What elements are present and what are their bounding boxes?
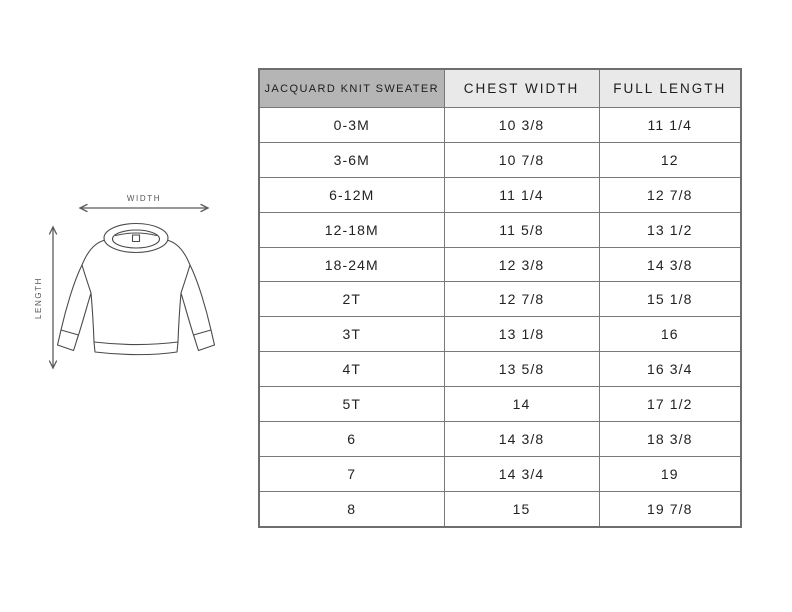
full-length-cell: 13 1/2	[598, 211, 742, 248]
size-cell: 7	[258, 455, 445, 492]
table-row: 6 14 3/8 18 3/8	[258, 421, 742, 457]
table-row: 5T 14 17 1/2	[258, 386, 742, 423]
chest-width-cell: 14 3/4	[443, 455, 600, 492]
size-table-body: 0-3M 10 3/8 11 1/4 3-6M 10 7/8 12 6-12M 11 1/4 1…	[258, 107, 742, 528]
size-cell: 3T	[258, 316, 445, 353]
full-length-cell: 12	[598, 141, 742, 178]
table-row: 2T 12 7/8 15 1/8	[258, 281, 742, 318]
chest-width-cell: 14 3/8	[443, 421, 600, 457]
size-table-container: JACQUARD KNIT SWEATER CHEST WIDTH FULL L…	[258, 68, 742, 528]
table-row: 3T 13 1/8 16	[258, 316, 742, 353]
size-cell: 3-6M	[258, 141, 445, 178]
full-length-cell: 19 7/8	[598, 490, 742, 528]
table-row: 7 14 3/4 19	[258, 455, 742, 492]
full-length-cell: 12 7/8	[598, 176, 742, 213]
chest-width-cell: 12 3/8	[443, 246, 600, 283]
chest-width-cell: 11 1/4	[443, 176, 600, 213]
table-header-chest-width: CHEST WIDTH	[443, 68, 600, 108]
length-label: LENGTH	[34, 277, 43, 319]
table-header-full-length: FULL LENGTH	[598, 68, 742, 108]
sweater-line-art-icon	[56, 222, 216, 356]
full-length-cell: 14 3/8	[598, 246, 742, 283]
size-cell: 8	[258, 490, 445, 528]
chest-width-cell: 13 5/8	[443, 351, 600, 388]
table-row: 12-18M 11 5/8 13 1/2	[258, 211, 742, 248]
chest-width-cell: 11 5/8	[443, 211, 600, 248]
size-table: JACQUARD KNIT SWEATER CHEST WIDTH FULL L…	[258, 68, 742, 528]
full-length-cell: 18 3/8	[598, 421, 742, 457]
width-label: WIDTH	[127, 194, 161, 203]
chest-width-cell: 13 1/8	[443, 316, 600, 353]
size-cell: 2T	[258, 281, 445, 318]
full-length-cell: 17 1/2	[598, 386, 742, 423]
table-row: 8 15 19 7/8	[258, 490, 742, 528]
chest-width-cell: 10 7/8	[443, 141, 600, 178]
size-cell: 4T	[258, 351, 445, 388]
table-header-product: JACQUARD KNIT SWEATER	[258, 68, 445, 108]
full-length-cell: 16	[598, 316, 742, 353]
size-cell: 12-18M	[258, 211, 445, 248]
table-row: 3-6M 10 7/8 12	[258, 141, 742, 178]
sweater-diagram: WIDTH LENGTH	[28, 186, 260, 386]
size-cell: 6-12M	[258, 176, 445, 213]
table-row: 4T 13 5/8 16 3/4	[258, 351, 742, 388]
sweater-diagram-svg: WIDTH LENGTH	[34, 194, 216, 370]
table-row: 0-3M 10 3/8 11 1/4	[258, 107, 742, 143]
size-cell: 5T	[258, 386, 445, 423]
chest-width-cell: 14	[443, 386, 600, 423]
table-header-row: JACQUARD KNIT SWEATER CHEST WIDTH FULL L…	[258, 68, 742, 108]
chest-width-cell: 15	[443, 490, 600, 528]
table-row: 6-12M 11 1/4 12 7/8	[258, 176, 742, 213]
full-length-cell: 19	[598, 455, 742, 492]
width-arrow	[78, 203, 210, 213]
length-arrow	[48, 225, 58, 370]
full-length-cell: 16 3/4	[598, 351, 742, 388]
size-cell: 6	[258, 421, 445, 457]
chest-width-cell: 10 3/8	[443, 107, 600, 143]
chest-width-cell: 12 7/8	[443, 281, 600, 318]
size-cell: 18-24M	[258, 246, 445, 283]
size-cell: 0-3M	[258, 107, 445, 143]
table-row: 18-24M 12 3/8 14 3/8	[258, 246, 742, 283]
full-length-cell: 15 1/8	[598, 281, 742, 318]
full-length-cell: 11 1/4	[598, 107, 742, 143]
